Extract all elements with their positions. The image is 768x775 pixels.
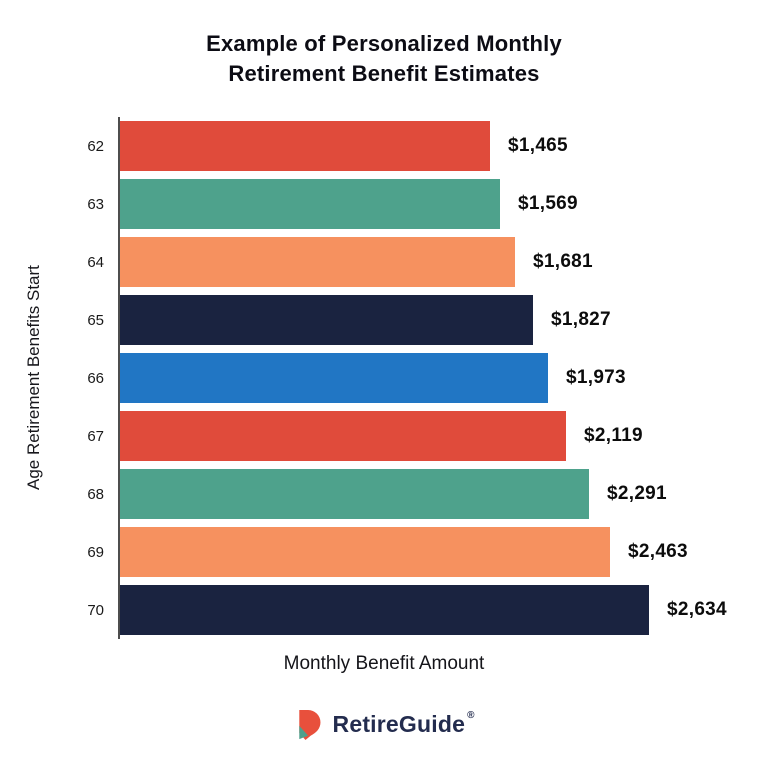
bar-age-62 (120, 121, 490, 171)
y-axis-title: Age Retirement Benefits Start (24, 265, 43, 491)
bar-value-label: $2,463 (628, 541, 688, 562)
bar-age-65 (120, 295, 533, 345)
bar-track: $1,465 (118, 117, 768, 175)
bar-row: 64 $1,681 (52, 233, 768, 291)
chart-title: Example of Personalized Monthly Retireme… (0, 29, 768, 89)
x-axis-title: Monthly Benefit Amount (283, 653, 485, 674)
bar-age-69 (120, 527, 610, 577)
bar-value-label: $1,465 (508, 135, 568, 156)
y-tick-label: 62 (87, 137, 104, 155)
bar-age-70 (120, 585, 649, 635)
bar-age-63 (120, 179, 500, 229)
bar-age-66 (120, 353, 548, 403)
chart-title-line2: Retirement Benefit Estimates (228, 61, 540, 86)
y-tick-label: 67 (87, 427, 104, 445)
y-tick-label: 70 (87, 601, 104, 619)
plot-area: 62 $1,465 63 $1,569 64 $1,681 65 $1,827 66 $1,973… (52, 117, 768, 639)
brand-footer: RetireGuide ® (0, 707, 768, 747)
bar-track: $2,634 (118, 581, 768, 639)
bar-value-label: $1,569 (518, 193, 578, 214)
bar-track: $1,569 (118, 175, 768, 233)
bar-row: 62 $1,465 (52, 117, 768, 175)
bar-track: $1,973 (118, 349, 768, 407)
chart-area: Age Retirement Benefits Start 62 $1,465 63… (0, 117, 768, 639)
retireguide-logo-icon (294, 708, 324, 747)
bar-track: $2,463 (118, 523, 768, 581)
y-tick-label: 64 (87, 253, 104, 271)
y-tick-label: 63 (87, 195, 104, 213)
bar-row: 66 $1,973 (52, 349, 768, 407)
bar-value-label: $2,291 (607, 483, 667, 504)
y-tick-label: 65 (87, 311, 104, 329)
registered-trademark-icon: ® (467, 710, 475, 721)
bar-row: 67 $2,119 (52, 407, 768, 465)
bar-row: 68 $2,291 (52, 465, 768, 523)
bar-row: 70 $2,634 (52, 581, 768, 639)
bar-row: 69 $2,463 (52, 523, 768, 581)
y-tick-label: 66 (87, 369, 104, 387)
bar-track: $1,827 (118, 291, 768, 349)
bar-value-label: $1,973 (566, 367, 626, 388)
bar-track: $2,291 (118, 465, 768, 523)
y-tick-label: 68 (87, 485, 104, 503)
bar-track: $2,119 (118, 407, 768, 465)
brand-name: RetireGuide (332, 711, 466, 737)
chart-title-line1: Example of Personalized Monthly (206, 31, 562, 56)
bar-track: $1,681 (118, 233, 768, 291)
bar-row: 65 $1,827 (52, 291, 768, 349)
y-tick-label: 69 (87, 543, 104, 561)
bar-row: 63 $1,569 (52, 175, 768, 233)
bar-age-64 (120, 237, 515, 287)
bar-age-67 (120, 411, 566, 461)
bar-value-label: $2,634 (667, 599, 727, 620)
bar-value-label: $1,827 (551, 309, 611, 330)
bar-age-68 (120, 469, 589, 519)
bar-value-label: $1,681 (533, 251, 593, 272)
bar-value-label: $2,119 (584, 425, 643, 446)
